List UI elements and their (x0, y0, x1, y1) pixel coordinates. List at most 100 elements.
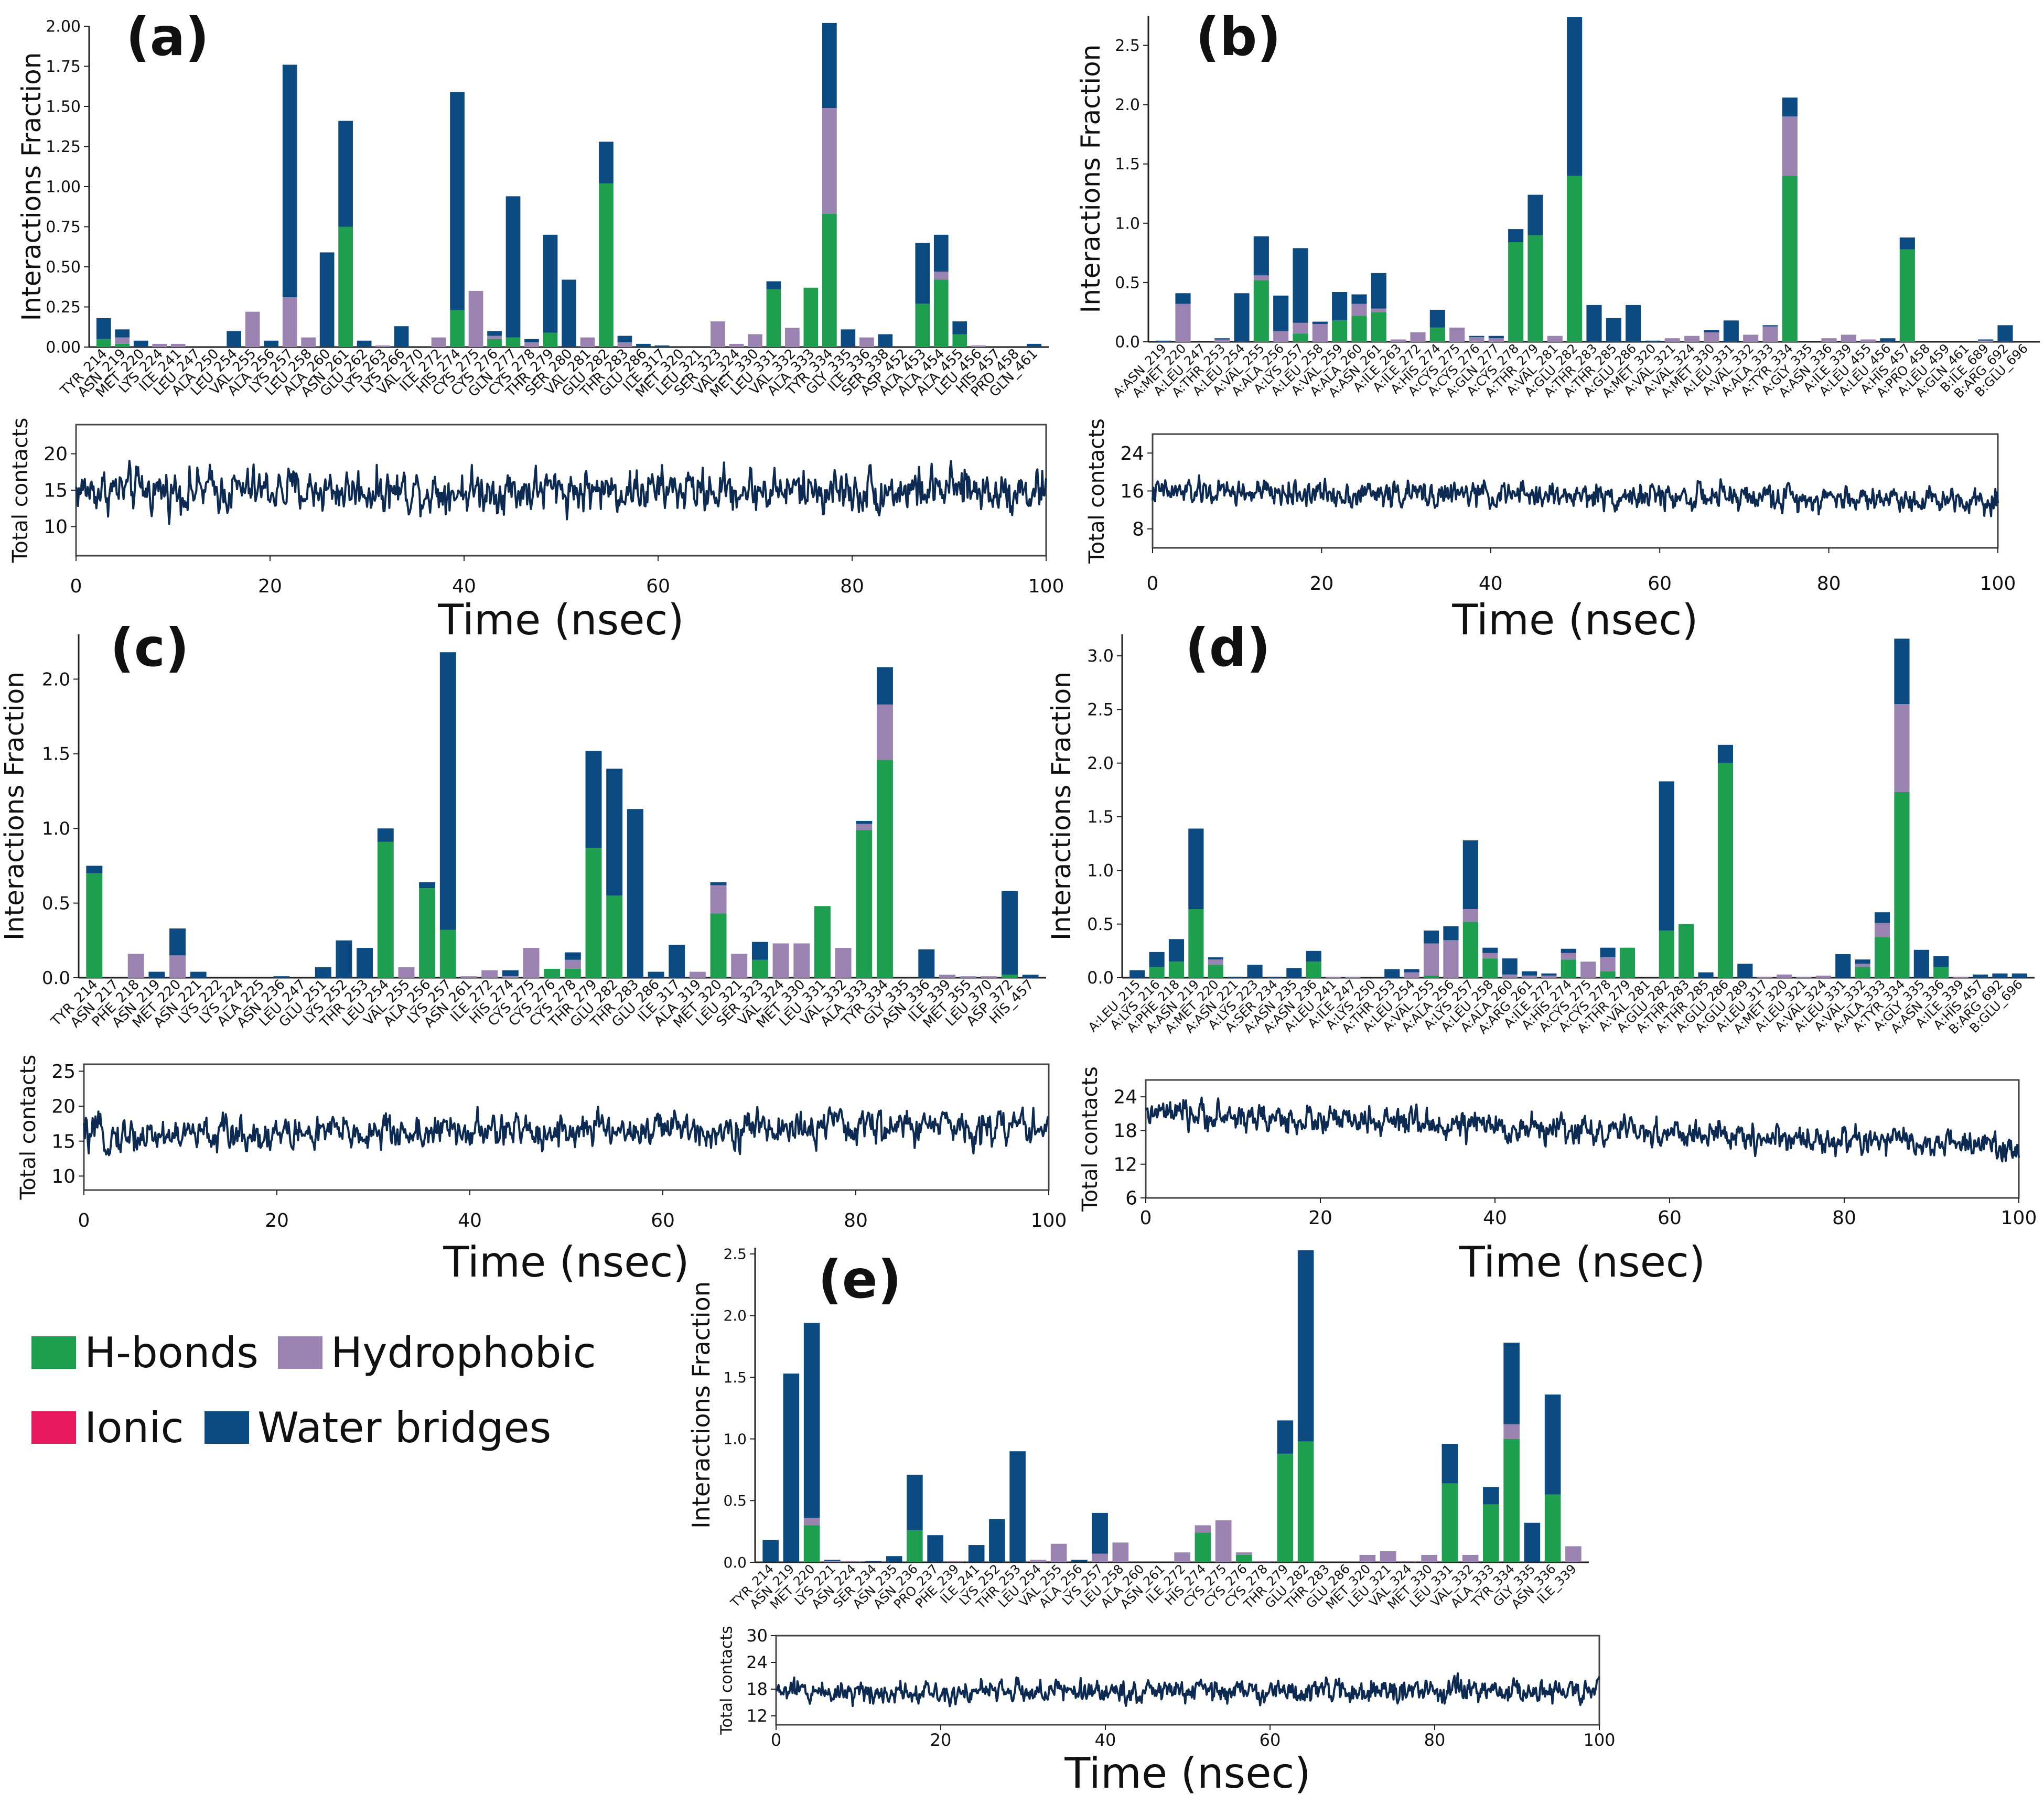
bar-h-bonds-a-ala-333 (1874, 937, 1890, 978)
contacts-line (75, 460, 1047, 525)
bar-h-bonds-a-cys-278 (1600, 971, 1616, 978)
contacts-x-tick-label: 60 (1260, 1730, 1281, 1750)
y-tick-label: 0.0 (1087, 968, 1114, 988)
bar-hydrophobic-met-355 (960, 976, 976, 978)
bar-water-bridges-thr-253 (357, 948, 373, 978)
bar-water-bridges-a-lys-216 (1149, 952, 1165, 967)
bar-water-bridges-a-leu-258 (1312, 321, 1328, 325)
bar-water-bridges-cys-276 (487, 331, 502, 336)
bar-water-bridges-lys-266 (394, 326, 409, 347)
bar-water-bridges-a-leu-215 (1129, 970, 1145, 978)
y-tick-label: 1.5 (723, 1369, 747, 1386)
contacts-line (1145, 1096, 2020, 1163)
bar-water-bridges-thr-279 (585, 751, 602, 848)
bar-water-bridges-ala-333 (1483, 1487, 1499, 1505)
bar-water-bridges-tyr-334 (1503, 1343, 1520, 1424)
bar-hydrophobic-a-val-255 (1423, 943, 1439, 976)
bar-hydrophobic-ile-241 (170, 343, 186, 347)
bar-hydrophobic-ile-272 (1174, 1552, 1190, 1562)
bar-hydrophobic-val-324 (729, 343, 744, 347)
contacts-line (83, 1106, 1049, 1157)
bar-water-bridges-a-arg-261 (1521, 971, 1537, 976)
bar-h-bonds-a-leu-258 (1482, 958, 1498, 978)
contacts-x-tick-label: 40 (1483, 1207, 1507, 1229)
bar-h-bonds-tyr-334 (1503, 1439, 1520, 1562)
bar-hydrophobic-cys-275 (523, 948, 540, 978)
bar-water-bridges-ser-338 (878, 334, 893, 347)
bar-water-bridges-asn-236 (273, 976, 290, 978)
bar-water-bridges-leu-331 (1441, 1444, 1458, 1484)
bar-hydrophobic-a-ile-339 (1841, 334, 1856, 342)
y-tick-label: 0.5 (1087, 914, 1114, 934)
bar-hydrophobic-met-220 (803, 1518, 820, 1526)
y-axis-label: Interactions Fraction (1075, 45, 1106, 314)
bar-hydrophobic-a-val-332 (1855, 964, 1870, 967)
bar-water-bridges-glu-251 (315, 967, 331, 978)
legend-label-water: Water bridges (257, 1403, 552, 1452)
y-tick-label: 1.5 (1087, 807, 1114, 827)
bar-h-bonds-a-his-274 (1561, 959, 1576, 978)
bar-h-bonds-a-asn-219 (1188, 909, 1204, 978)
bar-water-bridges-thr-279 (1277, 1420, 1294, 1454)
bar-h-bonds-a-tyr-334 (1894, 792, 1910, 978)
contacts-x-tick-label: 80 (1424, 1730, 1446, 1750)
y-axis-label: Interactions Fraction (687, 1281, 715, 1529)
bar-water-bridges-ala-333 (856, 820, 873, 824)
panel-label: (c) (110, 617, 189, 678)
bar-water-bridges-a-leu-331 (1723, 320, 1739, 342)
bar-hydrophobic-a-cys-275 (1580, 961, 1596, 978)
bar-water-bridges-tyr-334 (876, 667, 893, 705)
bar-hydrophobic-his-274 (502, 976, 519, 978)
bar-water-bridges-a-asn-235 (1286, 968, 1302, 978)
y-tick-label: 0.0 (42, 968, 70, 989)
bar-hydrophobic-a-cys-276 (1469, 337, 1484, 342)
bar-water-bridges-a-cys-278 (1600, 947, 1616, 958)
bar-water-bridges-a-met-220 (1175, 293, 1191, 304)
bar-h-bonds-leu-331 (766, 289, 781, 347)
y-tick-label: 0.75 (46, 218, 81, 236)
bar-h-bonds-asp-372 (1002, 975, 1018, 978)
contacts-x-tick-label: 0 (78, 1210, 90, 1231)
bar-water-bridges-b-ile-689 (1978, 339, 1994, 341)
bar-hydrophobic-lys-257 (282, 297, 297, 347)
bar-hydrophobic-a-leu-317 (1757, 976, 1772, 978)
y-tick-label: 2.5 (1087, 699, 1114, 719)
bar-water-bridges-a-met-320 (1645, 340, 1661, 342)
bars: A:LEU_215A:LYS_216A:PHE_218A:ASN_219A:ME… (1085, 639, 2027, 1037)
bar-water-bridges-a-val-255 (1253, 236, 1269, 276)
bar-hydrophobic-met-320 (1359, 1554, 1376, 1562)
bar-water-bridges-a-leu-331 (1835, 954, 1851, 978)
bar-water-bridges-b-arg-692 (1997, 325, 2013, 342)
contacts-x-tick-label: 20 (265, 1210, 289, 1231)
contacts-x-axis-label: Time (nsec) (1064, 1749, 1310, 1798)
bar-water-bridges-a-asn-221 (1228, 976, 1243, 978)
y-axis-label: Interactions Fraction (16, 52, 47, 321)
bar-water-bridges-glu-282 (606, 769, 623, 896)
bar-water-bridges-pro-237 (927, 1535, 943, 1562)
bar-hydrophobic-val-255 (1050, 1543, 1067, 1562)
bar-h-bonds-a-val-255 (1253, 280, 1269, 342)
bar-hydrophobic-a-leu-254 (1404, 972, 1419, 978)
bar-hydrophobic-lys-257 (1092, 1553, 1108, 1562)
y-tick-label: 2.5 (1115, 37, 1140, 55)
bar-h-bonds-a-cys-278 (1508, 242, 1524, 342)
bar-hydrophobic-ile-272 (431, 337, 446, 347)
legend-label-hydrophobic: Hydrophobic (331, 1328, 596, 1377)
bar-hydrophobic-leu-258 (301, 337, 316, 347)
y-tick-label: 2.0 (1087, 753, 1114, 773)
contacts-x-tick-label: 100 (1583, 1730, 1615, 1750)
bar-water-bridges-a-leu-258 (1482, 947, 1498, 953)
bar-h-bonds-a-thr-279 (1619, 947, 1636, 978)
bar-water-bridges-ala-256 (264, 340, 278, 347)
y-tick-label: 1.50 (46, 98, 81, 116)
panel-a: (a) 0.00 0.25 0.50 0.75 1.00 1.25 1.50 1.75 2.00 I… (8, 6, 1064, 644)
bar-axes: 0.00 0.25 0.50 0.75 1.00 1.25 1.50 1.75 2.00 Inte… (16, 18, 1049, 357)
panel-c: (c) 0.0 0.5 1.0 1.5 2.0 Interactions Fraction T… (0, 617, 1067, 1287)
contacts-y-tick-label: 20 (51, 1096, 76, 1118)
bar-hydrophobic-a-met-220 (1175, 304, 1191, 342)
contacts-line (1152, 474, 1999, 517)
y-tick-label: 1.25 (46, 138, 81, 156)
contacts-x-tick-label: 20 (1308, 1207, 1332, 1229)
bar-water-bridges-asn-236 (907, 1474, 923, 1530)
contacts-y-axis-label: Total contacts (16, 1055, 40, 1201)
